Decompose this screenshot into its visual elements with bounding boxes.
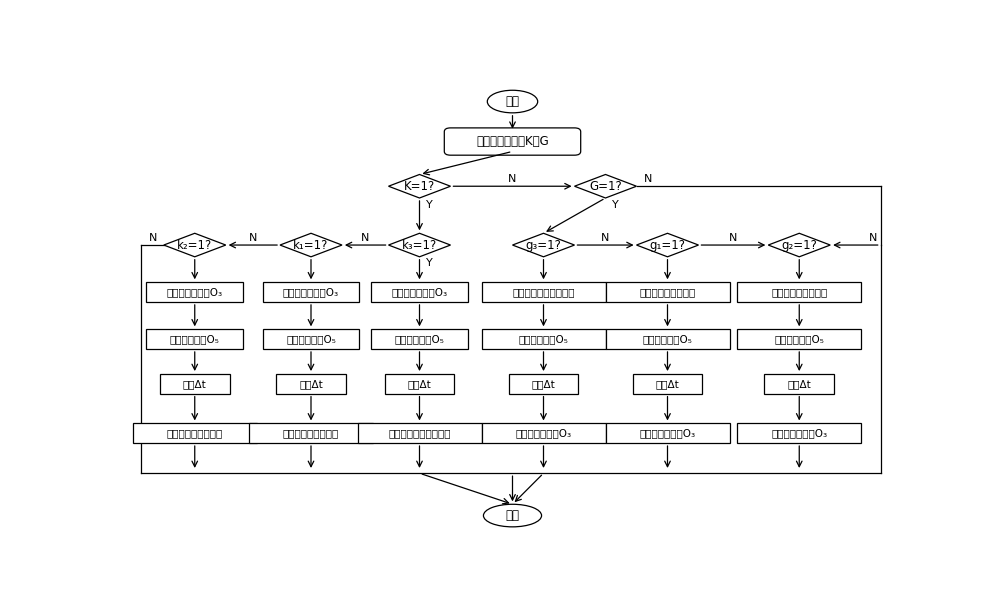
- FancyBboxPatch shape: [146, 282, 243, 302]
- Polygon shape: [388, 175, 450, 198]
- Text: 语音提醒输出O₅: 语音提醒输出O₅: [395, 334, 444, 344]
- Text: g₁=1?: g₁=1?: [650, 238, 686, 252]
- FancyBboxPatch shape: [606, 282, 730, 302]
- FancyBboxPatch shape: [249, 423, 373, 443]
- Polygon shape: [768, 233, 830, 257]
- Text: 左侧站台门输出O₃: 左侧站台门输出O₃: [283, 287, 339, 297]
- Text: 左后门关输出高电平: 左后门关输出高电平: [771, 287, 827, 297]
- Text: 左侧站台门输出O₃: 左侧站台门输出O₃: [771, 428, 827, 438]
- FancyBboxPatch shape: [160, 374, 230, 393]
- Text: Y: Y: [612, 200, 618, 210]
- Text: 左后门开输出高电平: 左后门开输出高电平: [167, 428, 223, 438]
- Text: G=1?: G=1?: [589, 180, 622, 192]
- Text: 延时Δt: 延时Δt: [787, 379, 811, 389]
- FancyBboxPatch shape: [764, 374, 834, 393]
- Polygon shape: [388, 233, 450, 257]
- FancyBboxPatch shape: [146, 329, 243, 349]
- FancyBboxPatch shape: [606, 329, 730, 349]
- Text: k₁=1?: k₁=1?: [293, 238, 329, 252]
- Text: 开始: 开始: [506, 95, 520, 108]
- FancyBboxPatch shape: [737, 329, 861, 349]
- Text: 延时Δt: 延时Δt: [299, 379, 323, 389]
- FancyBboxPatch shape: [482, 423, 606, 443]
- FancyBboxPatch shape: [482, 282, 606, 302]
- Text: 语音提醒关闭O₅: 语音提醒关闭O₅: [643, 334, 692, 344]
- Polygon shape: [512, 233, 574, 257]
- Text: 语音提醒关闭O₅: 语音提醒关闭O₅: [774, 334, 824, 344]
- Text: g₃=1?: g₃=1?: [526, 238, 561, 252]
- Text: Y: Y: [426, 258, 432, 268]
- FancyBboxPatch shape: [482, 329, 606, 349]
- Ellipse shape: [487, 90, 538, 113]
- Text: 左前门关输出高电平: 左前门关输出高电平: [639, 287, 696, 297]
- Text: 结束: 结束: [506, 509, 520, 522]
- Text: 左侧站台门输出O₃: 左侧站台门输出O₃: [639, 428, 696, 438]
- Text: 延时Δt: 延时Δt: [408, 379, 431, 389]
- Text: N: N: [868, 233, 877, 243]
- FancyBboxPatch shape: [606, 423, 730, 443]
- Text: 左侧站台门输出O₃: 左侧站台门输出O₃: [167, 287, 223, 297]
- Text: k₂=1?: k₂=1?: [177, 238, 212, 252]
- FancyBboxPatch shape: [737, 282, 861, 302]
- Polygon shape: [574, 175, 637, 198]
- Text: Y: Y: [426, 200, 432, 210]
- Text: 左侧站台门输出O₃: 左侧站台门输出O₃: [391, 287, 448, 297]
- Text: N: N: [249, 233, 257, 243]
- Text: 语音提醒输出O₅: 语音提醒输出O₅: [286, 334, 336, 344]
- FancyBboxPatch shape: [133, 423, 257, 443]
- Polygon shape: [637, 233, 698, 257]
- FancyBboxPatch shape: [385, 374, 454, 393]
- Text: 左前后门开输出高电平: 左前后门开输出高电平: [388, 428, 451, 438]
- Text: N: N: [644, 174, 652, 184]
- Text: 检测开关门输入K、G: 检测开关门输入K、G: [476, 135, 549, 148]
- Polygon shape: [164, 233, 226, 257]
- Polygon shape: [280, 233, 342, 257]
- FancyBboxPatch shape: [276, 374, 346, 393]
- Text: N: N: [508, 174, 517, 184]
- Text: 左前门开输出高电平: 左前门开输出高电平: [283, 428, 339, 438]
- Text: k₃=1?: k₃=1?: [402, 238, 437, 252]
- FancyBboxPatch shape: [371, 282, 468, 302]
- FancyBboxPatch shape: [444, 128, 581, 155]
- Text: 延时Δt: 延时Δt: [532, 379, 555, 389]
- FancyBboxPatch shape: [358, 423, 482, 443]
- FancyBboxPatch shape: [737, 423, 861, 443]
- FancyBboxPatch shape: [371, 329, 468, 349]
- Text: 延时Δt: 延时Δt: [656, 379, 679, 389]
- FancyBboxPatch shape: [633, 374, 702, 393]
- Text: g₂=1?: g₂=1?: [781, 238, 817, 252]
- Text: 延时Δt: 延时Δt: [183, 379, 207, 389]
- Ellipse shape: [483, 504, 542, 527]
- Text: N: N: [729, 233, 738, 243]
- FancyBboxPatch shape: [263, 282, 359, 302]
- Text: K=1?: K=1?: [404, 180, 435, 192]
- Text: 语音提醒输出O₅: 语音提醒输出O₅: [170, 334, 220, 344]
- Text: N: N: [601, 233, 610, 243]
- Text: 左前后门关输出高电平: 左前后门关输出高电平: [512, 287, 575, 297]
- FancyBboxPatch shape: [509, 374, 578, 393]
- FancyBboxPatch shape: [263, 329, 359, 349]
- Text: N: N: [149, 233, 158, 243]
- Text: 左侧站台门输出O₃: 左侧站台门输出O₃: [515, 428, 572, 438]
- Text: N: N: [361, 233, 369, 243]
- Text: 语音提醒关闭O₅: 语音提醒关闭O₅: [519, 334, 568, 344]
